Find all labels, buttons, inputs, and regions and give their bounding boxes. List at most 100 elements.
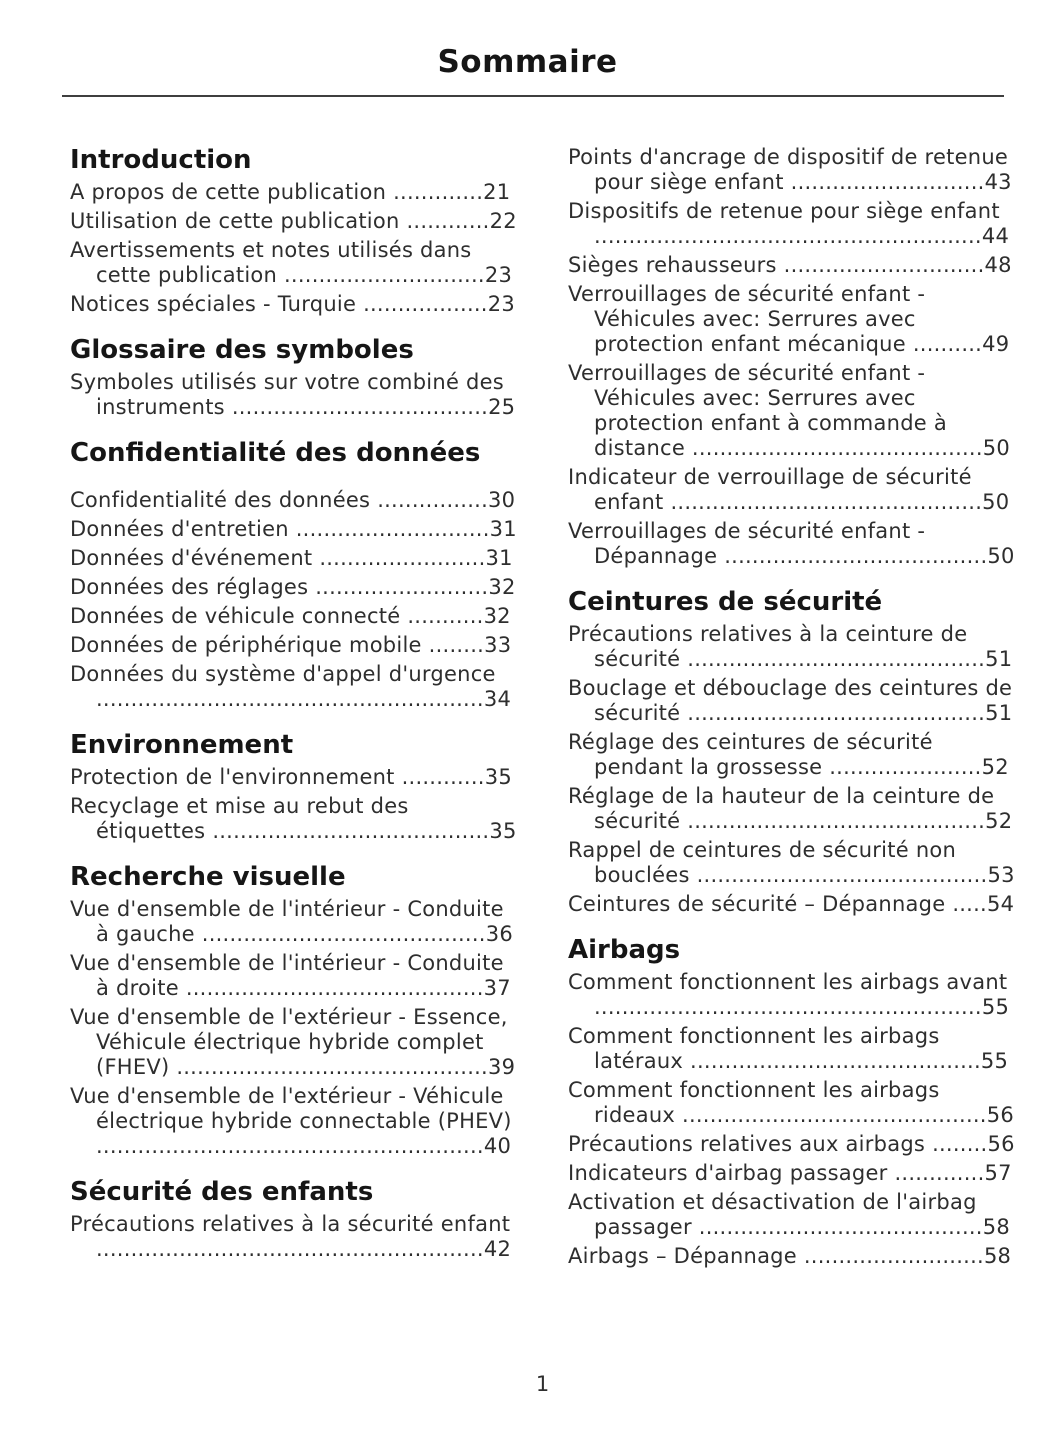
section-heading: Sécurité des enfants <box>70 1177 374 1207</box>
leader-dots: ........................................… <box>185 976 484 1000</box>
leader-dots: ............. <box>393 180 484 204</box>
entry-page-number: 53 <box>987 863 1015 887</box>
entry-label: Verrouillages de sécurité enfant - Dépan… <box>568 519 926 568</box>
entry-page-number: 23 <box>484 263 513 287</box>
entry-page-number: 50 <box>982 436 1011 460</box>
entry-page-number: 52 <box>985 809 1013 833</box>
entry-page-number: 43 <box>984 170 1012 194</box>
section-entries: Vue d'ensemble de l'intérieur - Conduite… <box>70 897 517 1159</box>
entry-page-number: 56 <box>986 1103 1014 1127</box>
toc-entry[interactable]: Comment fonctionnent les airbags avant .… <box>568 970 1015 1020</box>
entry-label: Sièges rehausseurs <box>568 253 777 277</box>
toc-entry[interactable]: Vue d'ensemble de l'extérieur - Essence,… <box>70 1005 517 1080</box>
entry-page-number: 56 <box>987 1132 1015 1156</box>
entry-label: Indicateur de verrouillage de sécurité e… <box>568 465 972 514</box>
entry-label: Données de véhicule connecté <box>70 604 401 628</box>
toc-entry[interactable]: Données d'événement ....................… <box>70 546 517 571</box>
entry-label: Vue d'ensemble de l'intérieur - Conduite… <box>70 897 504 946</box>
toc-entry[interactable]: Comment fonctionnent les airbags rideaux… <box>568 1078 1015 1128</box>
leader-dots: ............ <box>406 209 490 233</box>
entry-label: Ceintures de sécurité – Dépannage <box>568 892 946 916</box>
entry-page-number: 54 <box>986 892 1015 916</box>
toc-columns: Introduction A propos de cette publicati… <box>0 145 1055 1273</box>
toc-section: Glossaire des symboles Symboles utilisés… <box>70 335 517 420</box>
toc-entry[interactable]: Points d'ancrage de dispositif de retenu… <box>568 145 1015 195</box>
leader-dots: ........ <box>428 633 485 657</box>
leader-dots: ........................ <box>319 546 486 570</box>
toc-column-right: Points d'ancrage de dispositif de retenu… <box>568 145 1015 1273</box>
entry-page-number: 32 <box>483 604 511 628</box>
toc-entry[interactable]: Précautions relatives aux airbags ......… <box>568 1132 1015 1157</box>
toc-entry[interactable]: Airbags – Dépannage ....................… <box>568 1244 1015 1269</box>
toc-entry[interactable]: Indicateur de verrouillage de sécurité e… <box>568 465 1015 515</box>
toc-entry[interactable]: Notices spéciales - Turquie ............… <box>70 292 517 317</box>
entry-label: Avertissements et notes utilisés dans ce… <box>70 238 472 287</box>
toc-entry[interactable]: Sièges rehausseurs .....................… <box>568 253 1015 278</box>
toc-entry[interactable]: Précautions relatives à la ceinture de s… <box>568 622 1015 672</box>
entry-page-number: 58 <box>982 1215 1010 1239</box>
entry-label: Verrouillages de sécurité enfant - Véhic… <box>568 282 926 356</box>
toc-entry[interactable]: Bouclage et débouclage des ceintures de … <box>568 676 1015 726</box>
section-heading: Introduction <box>70 145 252 175</box>
toc-entry[interactable]: Données de périphérique mobile ........3… <box>70 633 517 658</box>
entry-label: Verrouillages de sécurité enfant - Véhic… <box>568 361 947 460</box>
entry-label: Points d'ancrage de dispositif de retenu… <box>568 145 1009 194</box>
toc-entry[interactable]: Verrouillages de sécurité enfant - Véhic… <box>568 361 1015 461</box>
leader-dots: ........................................… <box>682 1103 987 1127</box>
toc-entry[interactable]: Données du système d'appel d'urgence ...… <box>70 662 517 712</box>
toc-entry[interactable]: Avertissements et notes utilisés dans ce… <box>70 238 517 288</box>
toc-section: Sécurité des enfants Précautions relativ… <box>70 1177 517 1262</box>
toc-entry[interactable]: Données de véhicule connecté ...........… <box>70 604 517 629</box>
toc-section: Ceintures de sécurité Précautions relati… <box>568 587 1015 917</box>
toc-entry[interactable]: Recyclage et mise au rebut des étiquette… <box>70 794 517 844</box>
toc-entry[interactable]: Activation et désactivation de l'airbag … <box>568 1190 1015 1240</box>
toc-entry[interactable]: Utilisation de cette publication .......… <box>70 209 517 234</box>
toc-entry[interactable]: Rappel de ceintures de sécurité non bouc… <box>568 838 1015 888</box>
entry-label: Vue d'ensemble de l'extérieur - Véhicule… <box>70 1084 512 1133</box>
toc-entry[interactable]: Réglage de la hauteur de la ceinture de … <box>568 784 1015 834</box>
toc-entry[interactable]: Dispositifs de retenue pour siège enfant… <box>568 199 1015 249</box>
entry-label: Précautions relatives à la sécurité enfa… <box>70 1212 511 1236</box>
toc-section: Environnement Protection de l'environnem… <box>70 730 517 844</box>
toc-entry[interactable]: A propos de cette publication ..........… <box>70 180 517 205</box>
toc-entry[interactable]: Précautions relatives à la sécurité enfa… <box>70 1212 517 1262</box>
section-entries: Symboles utilisés sur votre combiné des … <box>70 370 517 420</box>
leader-dots: ............................. <box>284 263 485 287</box>
section-heading: Recherche visuelle <box>70 862 346 892</box>
leader-dots: ........................................… <box>96 1237 484 1261</box>
leader-dots: ............................. <box>783 253 985 277</box>
section-heading: Glossaire des symboles <box>70 335 414 365</box>
leader-dots: ........................................… <box>96 1134 484 1158</box>
leader-dots: ............................ <box>790 170 985 194</box>
toc-entry[interactable]: Vue d'ensemble de l'intérieur - Conduite… <box>70 897 517 947</box>
leader-dots: ........ <box>932 1132 988 1156</box>
toc-entry[interactable]: Confidentialité des données ............… <box>70 488 517 513</box>
entry-label: Protection de l'environnement <box>70 765 395 789</box>
toc-entry[interactable]: Symboles utilisés sur votre combiné des … <box>70 370 517 420</box>
entry-page-number: 50 <box>982 490 1010 514</box>
toc-entry[interactable]: Protection de l'environnement ..........… <box>70 765 517 790</box>
entry-label: A propos de cette publication <box>70 180 387 204</box>
toc-entry[interactable]: Verrouillages de sécurité enfant - Véhic… <box>568 282 1015 357</box>
leader-dots: .................. <box>363 292 488 316</box>
toc-entry[interactable]: Indicateurs d'airbag passager ..........… <box>568 1161 1015 1186</box>
entry-page-number: 35 <box>484 765 512 789</box>
leader-dots: ........................................… <box>96 687 484 711</box>
toc-entry[interactable]: Comment fonctionnent les airbags latérau… <box>568 1024 1015 1074</box>
entry-label: Comment fonctionnent les airbags latérau… <box>568 1024 940 1073</box>
entry-page-number: 42 <box>483 1237 512 1261</box>
entry-page-number: 52 <box>981 755 1009 779</box>
toc-entry[interactable]: Vue d'ensemble de l'extérieur - Véhicule… <box>70 1084 517 1159</box>
leader-dots: ........................................… <box>696 863 988 887</box>
leader-dots: ............ <box>401 765 485 789</box>
toc-entry[interactable]: Vue d'ensemble de l'intérieur - Conduite… <box>70 951 517 1001</box>
toc-entry[interactable]: Ceintures de sécurité – Dépannage .....5… <box>568 892 1015 917</box>
toc-entry[interactable]: Réglage des ceintures de sécurité pendan… <box>568 730 1015 780</box>
entry-page-number: 22 <box>489 209 517 233</box>
entry-page-number: 39 <box>487 1055 516 1079</box>
entry-page-number: 31 <box>485 546 513 570</box>
entry-page-number: 58 <box>983 1244 1012 1268</box>
toc-entry[interactable]: Verrouillages de sécurité enfant - Dépan… <box>568 519 1015 569</box>
toc-entry[interactable]: Données d'entretien ....................… <box>70 517 517 542</box>
toc-entry[interactable]: Données des réglages ...................… <box>70 575 517 600</box>
